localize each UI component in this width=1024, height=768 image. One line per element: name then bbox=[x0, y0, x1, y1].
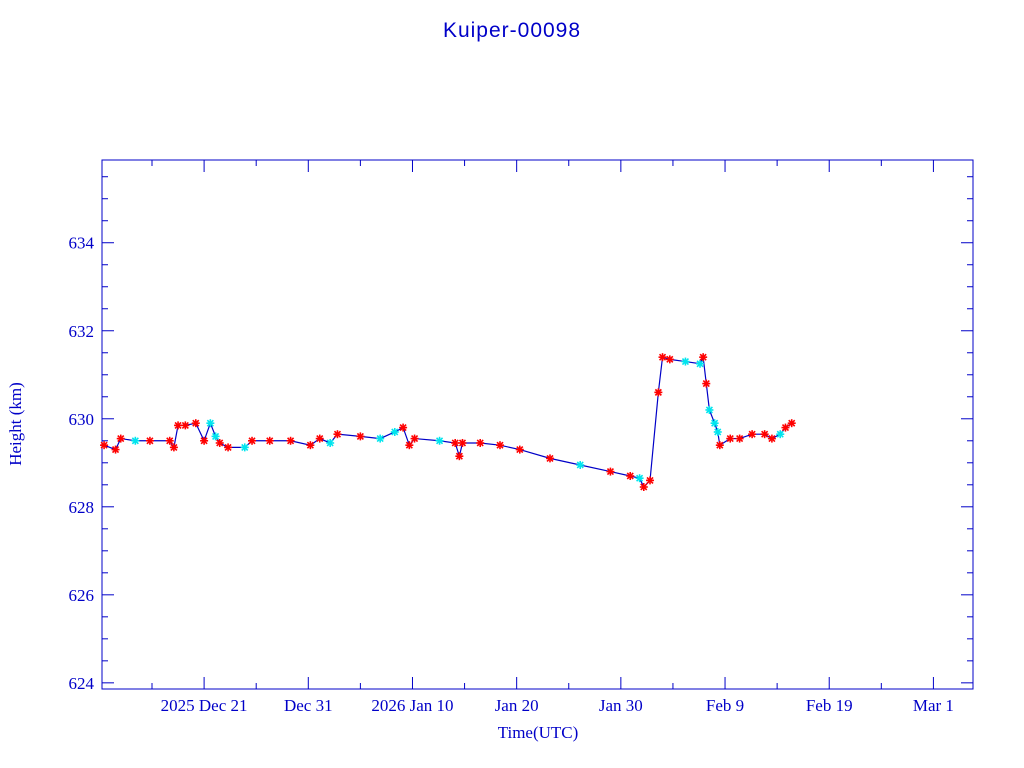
marker-red bbox=[399, 423, 408, 432]
series-line bbox=[103, 355, 793, 489]
marker-red bbox=[715, 441, 724, 450]
marker-red bbox=[306, 441, 315, 450]
x-axis-label: Time(UTC) bbox=[498, 723, 579, 742]
marker-red bbox=[165, 436, 174, 445]
marker-red bbox=[111, 445, 120, 454]
marker-cyan bbox=[576, 460, 585, 469]
marker-red bbox=[169, 443, 178, 452]
x-tick-labels: 2025 Dec 21 Dec 31 2026 Jan 10 Jan 20 Jan 30… bbox=[161, 696, 954, 715]
marker-red bbox=[200, 436, 209, 445]
marker-red bbox=[654, 388, 663, 397]
marker-cyan bbox=[206, 419, 215, 428]
series-layer bbox=[100, 353, 796, 491]
y-tick-label: 630 bbox=[69, 410, 95, 429]
marker-red bbox=[699, 353, 708, 362]
marker-red bbox=[495, 441, 504, 450]
marker-cyan bbox=[713, 427, 722, 436]
marker-cyan bbox=[681, 357, 690, 366]
x-tick-label: Jan 20 bbox=[495, 696, 539, 715]
marker-red bbox=[458, 438, 467, 447]
x-tick-label: Feb 19 bbox=[806, 696, 853, 715]
marker-red bbox=[748, 430, 757, 439]
marker-red bbox=[215, 438, 224, 447]
marker-red bbox=[515, 445, 524, 454]
marker-red bbox=[639, 482, 648, 491]
marker-red bbox=[405, 441, 414, 450]
marker-red bbox=[665, 355, 674, 364]
axis-ticks bbox=[102, 160, 973, 689]
marker-cyan bbox=[696, 359, 705, 368]
marker-cyan bbox=[240, 443, 249, 452]
marker-red bbox=[546, 454, 555, 463]
marker-red bbox=[248, 436, 257, 445]
marker-red bbox=[315, 434, 324, 443]
marker-cyan bbox=[776, 430, 785, 439]
marker-cyan bbox=[326, 438, 335, 447]
marker-red bbox=[781, 423, 790, 432]
marker-red bbox=[735, 434, 744, 443]
marker-cyan bbox=[435, 436, 444, 445]
x-tick-label: 2026 Jan 10 bbox=[371, 696, 453, 715]
y-tick-label: 626 bbox=[69, 586, 95, 605]
marker-cyan bbox=[131, 436, 140, 445]
y-tick-label: 624 bbox=[69, 674, 95, 693]
x-tick-label: 2025 Dec 21 bbox=[161, 696, 248, 715]
marker-cyan bbox=[211, 432, 220, 441]
marker-red bbox=[726, 434, 735, 443]
marker-red bbox=[760, 430, 769, 439]
marker-red bbox=[455, 452, 464, 461]
marker-red bbox=[658, 353, 667, 362]
x-tick-label: Mar 1 bbox=[913, 696, 954, 715]
marker-cyan bbox=[376, 434, 385, 443]
marker-red bbox=[356, 432, 365, 441]
marker-red bbox=[410, 434, 419, 443]
marker-red bbox=[626, 471, 635, 480]
y-tick-label: 634 bbox=[69, 234, 95, 253]
x-tick-label: Feb 9 bbox=[706, 696, 744, 715]
chart-title: Kuiper-00098 bbox=[443, 19, 581, 42]
marker-red bbox=[476, 438, 485, 447]
marker-red bbox=[224, 443, 233, 452]
marker-red bbox=[100, 441, 109, 450]
marker-red bbox=[767, 434, 776, 443]
plot-frame bbox=[101, 159, 974, 690]
x-tick-label: Dec 31 bbox=[284, 696, 333, 715]
marker-cyan bbox=[635, 474, 644, 483]
marker-red bbox=[451, 438, 460, 447]
marker-red bbox=[265, 436, 274, 445]
marker-red bbox=[181, 421, 190, 430]
marker-red bbox=[174, 421, 183, 430]
y-tick-label: 628 bbox=[69, 498, 95, 517]
marker-red bbox=[787, 419, 796, 428]
marker-red bbox=[333, 430, 342, 439]
marker-red bbox=[145, 436, 154, 445]
marker-cyan bbox=[390, 427, 399, 436]
marker-red bbox=[646, 476, 655, 485]
y-axis-label: Height (km) bbox=[6, 382, 25, 466]
marker-red bbox=[116, 434, 125, 443]
marker-red bbox=[286, 436, 295, 445]
x-tick-label: Jan 30 bbox=[599, 696, 643, 715]
marker-cyan bbox=[710, 419, 719, 428]
y-tick-label: 632 bbox=[69, 322, 95, 341]
marker-red bbox=[191, 419, 200, 428]
y-tick-labels: 624 626 628 630 632 634 bbox=[69, 234, 95, 693]
marker-red bbox=[702, 379, 711, 388]
marker-cyan bbox=[705, 405, 714, 414]
marker-red bbox=[606, 467, 615, 476]
